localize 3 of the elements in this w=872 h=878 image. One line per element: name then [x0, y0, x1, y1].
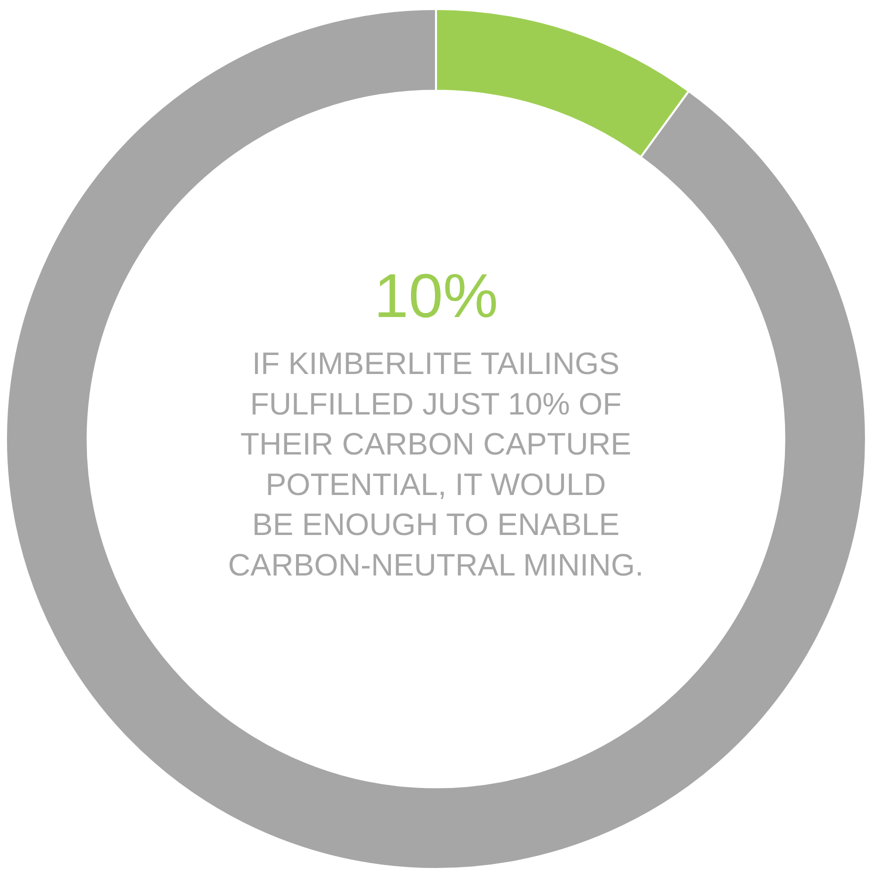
donut-slice [5, 8, 867, 870]
text: IF KIMBERLITE TAILINGS FULFILLED JUST 10% OF THEIR CARBON CAPTURE POTENTIAL, IT WOULD BE ENOUGH TO ENABLE CARBON-NEUTRAL MINING. [228, 346, 644, 582]
text: 10% [374, 262, 498, 331]
